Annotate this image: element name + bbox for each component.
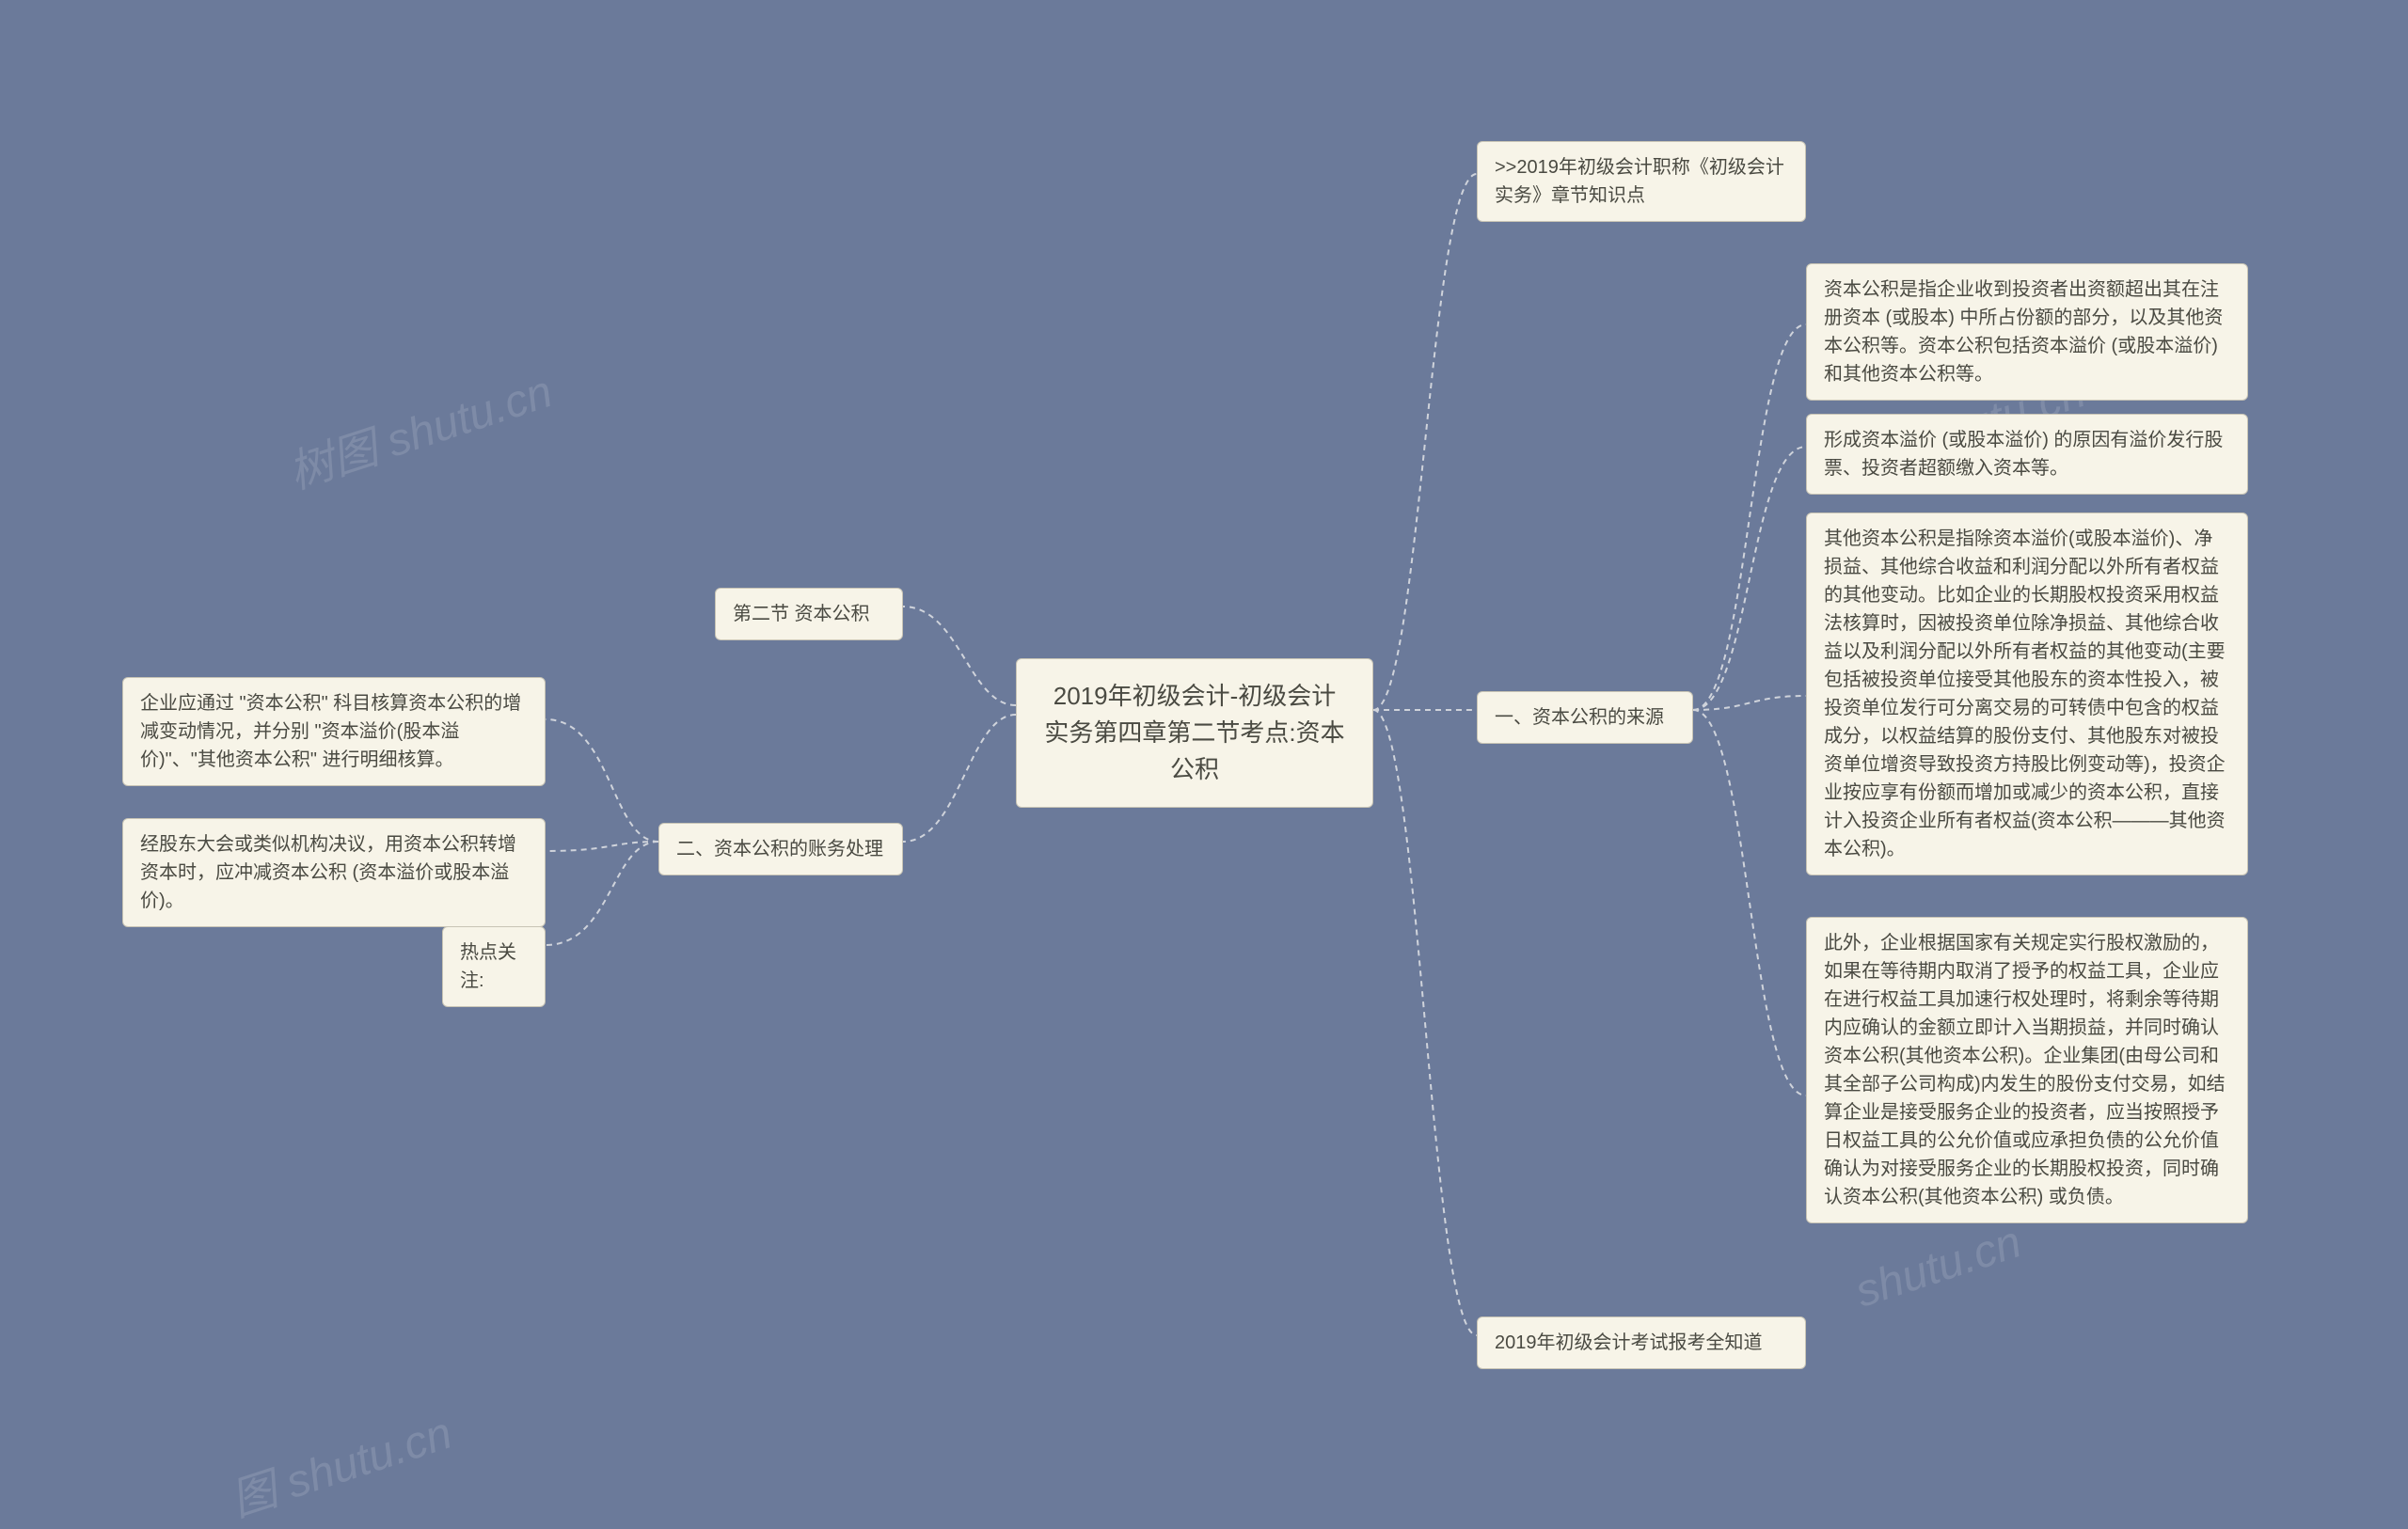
edge <box>1373 710 1477 1335</box>
edge <box>546 842 658 945</box>
node-accounting-detail-2[interactable]: 经股东大会或类似机构决议，用资本公积转增资本时，应冲减资本公积 (资本溢价或股本… <box>122 818 546 927</box>
watermark: shutu.cn <box>1849 1216 2028 1317</box>
edge <box>1693 710 1806 1096</box>
mindmap-center-node[interactable]: 2019年初级会计-初级会计实务第四章第二节考点:资本公积 <box>1016 658 1373 808</box>
node-accounting-detail-1[interactable]: 企业应通过 "资本公积" 科目核算资本公积的增减变动情况，并分别 "资本溢价(股… <box>122 677 546 786</box>
node-capital-source[interactable]: 一、资本公积的来源 <box>1477 691 1693 744</box>
node-accounting-treatment[interactable]: 二、资本公积的账务处理 <box>658 823 903 875</box>
edge <box>903 715 1016 842</box>
watermark: 树图 shutu.cn <box>278 355 559 501</box>
node-exam-guide[interactable]: 2019年初级会计考试报考全知道 <box>1477 1316 1806 1369</box>
edge <box>903 607 1016 705</box>
node-source-detail-2[interactable]: 形成资本溢价 (或股本溢价) 的原因有溢价发行股票、投资者超额缴入资本等。 <box>1806 414 2248 495</box>
node-chapter-knowledge[interactable]: >>2019年初级会计职称《初级会计实务》章节知识点 <box>1477 141 1806 222</box>
edge <box>1693 447 1806 710</box>
edge <box>1693 324 1806 710</box>
node-source-detail-4[interactable]: 此外，企业根据国家有关规定实行股权激励的，如果在等待期内取消了授予的权益工具，企… <box>1806 917 2248 1223</box>
node-source-detail-3[interactable]: 其他资本公积是指除资本溢价(或股本溢价)、净损益、其他综合收益和利润分配以外所有… <box>1806 512 2248 875</box>
node-source-detail-1[interactable]: 资本公积是指企业收到投资者出资额超出其在注册资本 (或股本) 中所占份额的部分，… <box>1806 263 2248 401</box>
node-section2[interactable]: 第二节 资本公积 <box>715 588 903 640</box>
edge <box>1693 696 1806 710</box>
edge <box>1373 174 1477 710</box>
watermark: 图 shutu.cn <box>221 1395 459 1529</box>
edge <box>546 719 658 842</box>
edge <box>546 842 658 851</box>
node-hot-focus[interactable]: 热点关注: <box>442 926 546 1007</box>
